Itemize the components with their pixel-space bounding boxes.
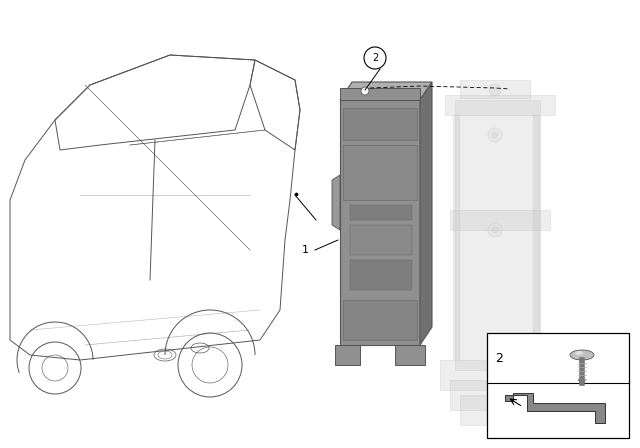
Polygon shape (440, 360, 560, 390)
Circle shape (492, 132, 498, 138)
Circle shape (489, 84, 501, 96)
Circle shape (492, 227, 498, 233)
Polygon shape (335, 345, 360, 365)
Polygon shape (343, 108, 417, 140)
Text: 2: 2 (372, 53, 378, 63)
Polygon shape (450, 210, 550, 230)
Polygon shape (420, 82, 432, 345)
Polygon shape (340, 100, 420, 345)
Polygon shape (533, 115, 540, 360)
Polygon shape (455, 100, 540, 370)
Polygon shape (340, 82, 432, 100)
Polygon shape (395, 345, 425, 365)
Polygon shape (343, 300, 417, 340)
Polygon shape (350, 260, 412, 290)
Bar (487, 333, 629, 438)
Circle shape (361, 87, 369, 95)
Circle shape (488, 223, 502, 237)
Ellipse shape (570, 350, 594, 360)
Polygon shape (343, 145, 417, 200)
Ellipse shape (575, 351, 583, 355)
Circle shape (488, 348, 502, 362)
Polygon shape (505, 393, 605, 423)
Circle shape (364, 47, 386, 69)
Polygon shape (332, 175, 340, 230)
Circle shape (488, 128, 502, 142)
Polygon shape (340, 88, 420, 100)
Circle shape (492, 352, 498, 358)
Polygon shape (453, 115, 460, 360)
Text: 2: 2 (495, 352, 503, 365)
Text: 1: 1 (301, 245, 308, 255)
Polygon shape (350, 225, 412, 255)
Polygon shape (445, 95, 555, 115)
Polygon shape (460, 80, 530, 98)
Polygon shape (450, 380, 560, 410)
Polygon shape (350, 205, 412, 220)
Polygon shape (460, 395, 540, 425)
